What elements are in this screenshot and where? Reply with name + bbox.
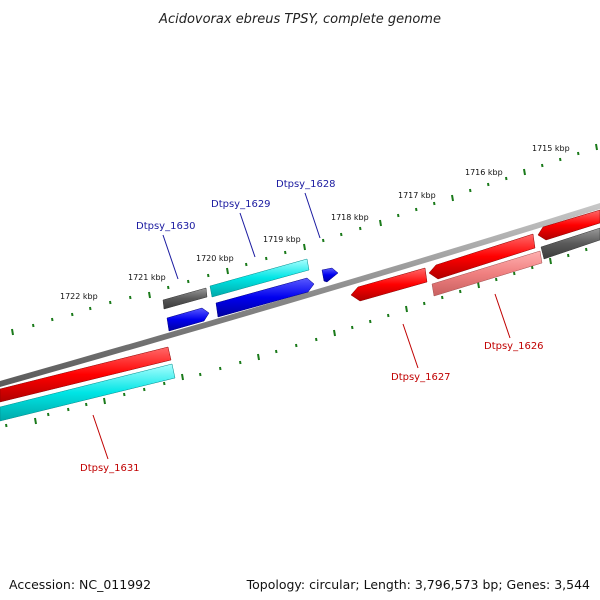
scale-label: 1716 kbp [465, 168, 503, 177]
gene-red-rev-long[interactable] [428, 233, 536, 280]
scale-label: 1722 kbp [60, 292, 98, 301]
reverse-scale-ticks [5, 247, 588, 428]
gene-dtpsy-1629[interactable] [209, 258, 310, 298]
label-leader-lines [92, 192, 511, 460]
gene-label-dtpsy-1627[interactable]: Dtpsy_1627 [391, 372, 451, 383]
scale-label: 1719 kbp [263, 235, 301, 244]
genome-backbone [0, 203, 600, 387]
scale-label: 1715 kbp [532, 144, 570, 153]
gene-label-dtpsy-1626[interactable]: Dtpsy_1626 [484, 341, 544, 352]
gene-dtpsy-1627[interactable] [350, 267, 428, 302]
gene-label-dtpsy-1630[interactable]: Dtpsy_1630 [136, 221, 196, 232]
genome-summary-text: Topology: circular; Length: 3,796,573 bp… [246, 577, 590, 592]
gene-label-dtpsy-1631[interactable]: Dtpsy_1631 [80, 463, 140, 474]
gene-red-fwd-top[interactable] [537, 209, 600, 241]
scale-label: 1718 kbp [331, 213, 369, 222]
gene-dtpsy-1630[interactable] [166, 307, 210, 332]
scale-label: 1721 kbp [128, 273, 166, 282]
scale-label: 1717 kbp [398, 191, 436, 200]
gene-label-dtpsy-1629[interactable]: Dtpsy_1629 [211, 199, 271, 210]
gene-red-rev-left[interactable] [0, 346, 172, 403]
gene-dtpsy-1626[interactable] [431, 250, 543, 297]
gene-dtpsy-1628[interactable] [321, 267, 339, 283]
gene-blue-fwd[interactable] [215, 277, 315, 318]
forward-scale-ticks [11, 143, 598, 336]
gene-label-dtpsy-1628[interactable]: Dtpsy_1628 [276, 179, 336, 190]
accession-text: Accession: NC_011992 [9, 577, 152, 592]
scale-label: 1720 kbp [196, 254, 234, 263]
gene-gray-fwd-right[interactable] [540, 227, 600, 260]
map-title: Acidovorax ebreus TPSY, complete genome [158, 12, 441, 27]
gene-dtpsy-1631[interactable] [0, 363, 176, 422]
gene-gray-fwd[interactable] [162, 287, 208, 310]
